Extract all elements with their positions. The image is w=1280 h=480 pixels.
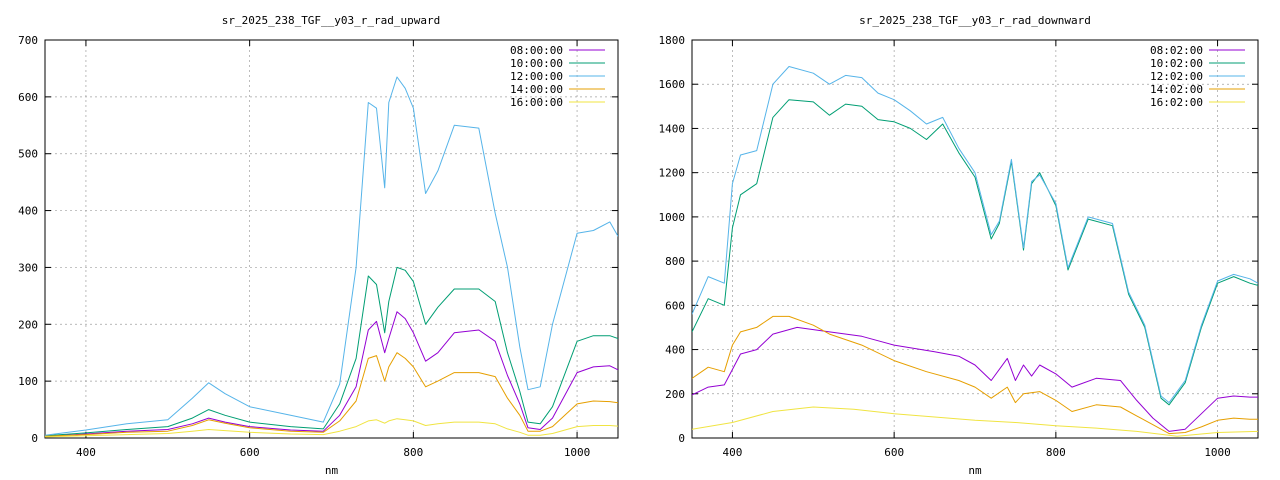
series-line-14-00-00 <box>45 352 618 437</box>
legend-label: 10:02:00 <box>1150 57 1203 70</box>
x-tick-label: 600 <box>884 446 904 459</box>
y-tick-label: 700 <box>18 34 38 47</box>
x-tick-label: 1000 <box>1204 446 1231 459</box>
y-tick-label: 0 <box>678 432 685 445</box>
x-tick-label: 600 <box>240 446 260 459</box>
legend-label: 14:02:00 <box>1150 83 1203 96</box>
y-tick-label: 100 <box>18 375 38 388</box>
x-axis-label: nm <box>968 464 982 477</box>
series-group <box>45 76 618 438</box>
x-tick-label: 400 <box>722 446 742 459</box>
y-tick-label: 0 <box>31 432 38 445</box>
series-line-08-00-00 <box>45 311 618 437</box>
y-tick-label: 1000 <box>659 211 686 224</box>
y-tick-label: 200 <box>665 388 685 401</box>
legend-label: 16:00:00 <box>510 96 563 109</box>
legend-label: 10:00:00 <box>510 57 563 70</box>
x-tick-label: 400 <box>76 446 96 459</box>
series-line-08-02-00 <box>692 326 1258 432</box>
legend-label: 08:00:00 <box>510 44 563 57</box>
y-tick-label: 600 <box>18 91 38 104</box>
legend-label: 12:02:00 <box>1150 70 1203 83</box>
y-tick-label: 200 <box>18 318 38 331</box>
legend-label: 14:00:00 <box>510 83 563 96</box>
y-tick-label: 1800 <box>659 34 686 47</box>
chart-panel-2: 400 600 800 1000 0 200 400 600 800 1000 1200 1400 16… <box>659 14 1259 477</box>
y-tick-label: 600 <box>665 299 685 312</box>
plot-frame <box>691 39 1259 439</box>
y-tick-label: 500 <box>18 148 38 161</box>
plot-frame <box>44 39 619 439</box>
y-tick-label: 300 <box>18 261 38 274</box>
series-line-12-02-00 <box>692 66 1258 404</box>
legend-label: 16:02:00 <box>1150 96 1203 109</box>
series-line-16-02-00 <box>692 406 1258 437</box>
series-line-12-00-00 <box>45 76 618 436</box>
y-tick-label: 1600 <box>659 78 686 91</box>
series-line-10-00-00 <box>45 266 618 437</box>
series-line-10-02-00 <box>692 99 1258 406</box>
chart-title: sr_2025_238_TGF__y03_r_rad_upward <box>222 14 441 27</box>
series-group <box>692 66 1258 437</box>
y-tick-label: 1200 <box>659 167 686 180</box>
series-line-16-00-00 <box>45 418 618 438</box>
y-tick-label: 1400 <box>659 122 686 135</box>
x-tick-label: 800 <box>403 446 423 459</box>
x-tick-label: 1000 <box>564 446 591 459</box>
chart-panel-1: 400 600 800 1000 0 100 200 300 400 500 600 700 sr_20… <box>18 14 619 477</box>
chart-title: sr_2025_238_TGF__y03_r_rad_downward <box>859 14 1091 27</box>
y-tick-label: 400 <box>665 344 685 357</box>
x-tick-label: 800 <box>1046 446 1066 459</box>
y-tick-label: 800 <box>665 255 685 268</box>
x-axis-label: nm <box>325 464 339 477</box>
legend-label: 12:00:00 <box>510 70 563 83</box>
legend-label: 08:02:00 <box>1150 44 1203 57</box>
series-line-14-02-00 <box>692 315 1258 435</box>
y-tick-label: 400 <box>18 205 38 218</box>
